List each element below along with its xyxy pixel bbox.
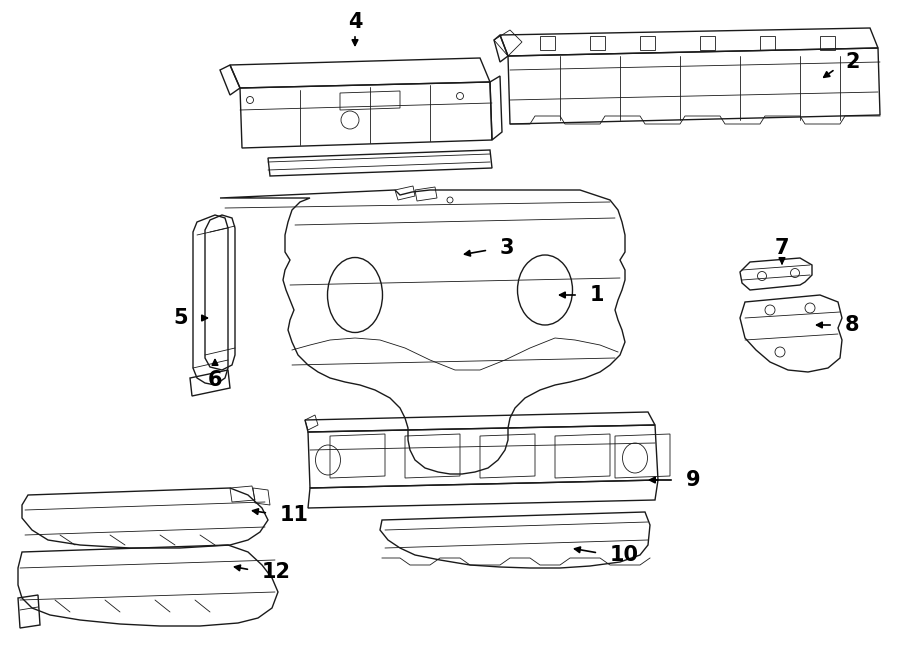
Text: 4: 4 [347,12,362,32]
Text: 10: 10 [610,545,639,565]
Text: 7: 7 [775,238,789,258]
Text: 1: 1 [590,285,605,305]
Text: 5: 5 [174,308,188,328]
Text: 11: 11 [280,505,309,525]
Text: 3: 3 [500,238,515,258]
Text: 8: 8 [845,315,859,335]
Text: 12: 12 [262,562,291,582]
Text: 2: 2 [845,52,859,72]
Text: 6: 6 [208,370,222,390]
Text: 9: 9 [686,470,700,490]
